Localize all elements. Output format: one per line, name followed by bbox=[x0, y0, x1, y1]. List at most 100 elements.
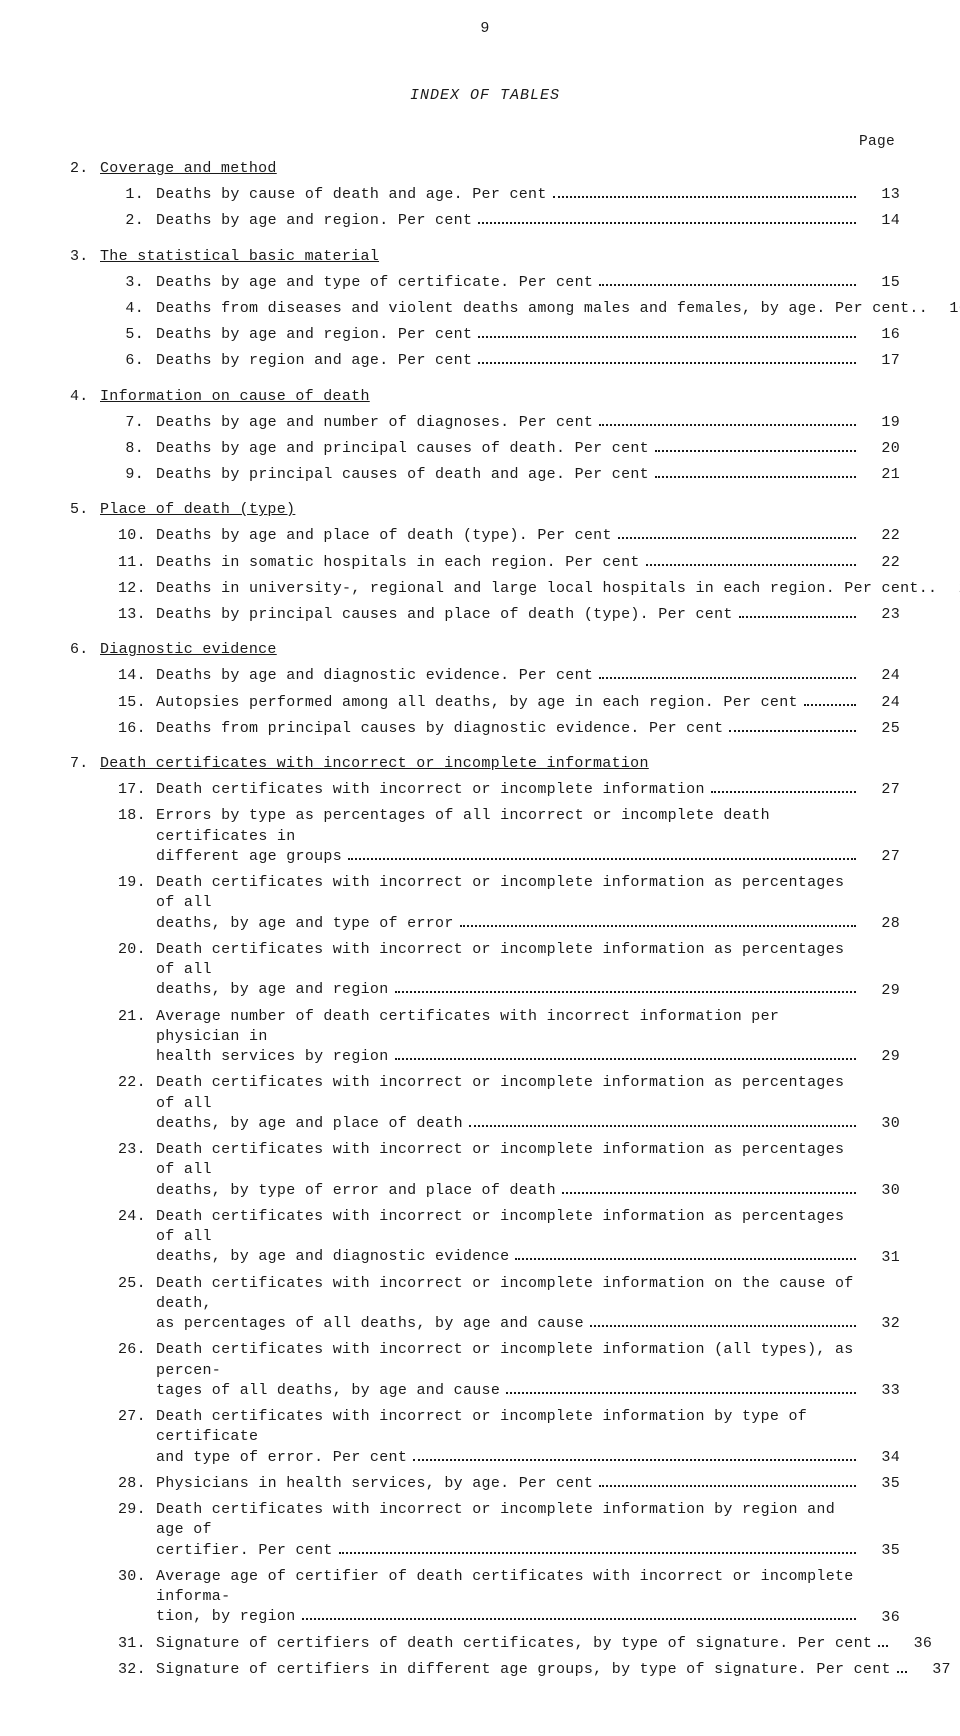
section: 3.The statistical basic material3.Deaths… bbox=[70, 248, 900, 372]
entry-page-number: 27 bbox=[860, 848, 900, 865]
entry-number: 10. bbox=[118, 527, 156, 544]
entry-text-container: Death certificates with incorrect or inc… bbox=[156, 1207, 860, 1268]
entry-number: 26. bbox=[118, 1341, 156, 1358]
table-entry: 19.Death certificates with incorrect or … bbox=[70, 873, 900, 934]
entry-text: Deaths by age and region. Per cent bbox=[156, 325, 860, 345]
entry-page-number: 35 bbox=[860, 1542, 900, 1559]
entry-number: 15. bbox=[118, 694, 156, 711]
section-number: 3. bbox=[70, 248, 100, 265]
entry-page-number: 30 bbox=[860, 1115, 900, 1132]
entry-number: 7. bbox=[118, 414, 156, 431]
section-header: 7.Death certificates with incorrect or i… bbox=[70, 755, 900, 772]
entry-text: Signature of certifiers of death certifi… bbox=[156, 1634, 892, 1654]
entry-page-number: 14 bbox=[860, 212, 900, 229]
entry-text-container: Deaths by age and region. Per cent bbox=[156, 325, 860, 345]
entry-number: 2. bbox=[118, 212, 156, 229]
page-column-header: Page bbox=[70, 134, 900, 150]
entry-text-container: Death certificates with incorrect or inc… bbox=[156, 780, 860, 800]
leader-dots bbox=[618, 537, 856, 539]
table-entry: 32.Signature of certifiers in different … bbox=[70, 1660, 900, 1680]
entry-number: 4. bbox=[118, 300, 156, 317]
entry-number: 23. bbox=[118, 1141, 156, 1158]
entry-text: Death certificates with incorrect or inc… bbox=[156, 873, 860, 934]
entry-number: 6. bbox=[118, 352, 156, 369]
entry-text-container: Death certificates with incorrect or inc… bbox=[156, 940, 860, 1001]
entry-number: 18. bbox=[118, 807, 156, 824]
entry-text: Deaths by age and type of certificate. P… bbox=[156, 273, 860, 293]
entry-number: 17. bbox=[118, 781, 156, 798]
table-entry: 23.Death certificates with incorrect or … bbox=[70, 1140, 900, 1201]
entry-text: Deaths by principal causes of death and … bbox=[156, 465, 860, 485]
entry-number: 3. bbox=[118, 274, 156, 291]
entry-page-number: 29 bbox=[860, 982, 900, 999]
entry-text: Physicians in health services, by age. P… bbox=[156, 1474, 860, 1494]
table-entry: 14.Deaths by age and diagnostic evidence… bbox=[70, 666, 900, 686]
table-entry: 28.Physicians in health services, by age… bbox=[70, 1474, 900, 1494]
table-entry: 1.Deaths by cause of death and age. Per … bbox=[70, 185, 900, 205]
leader-dots bbox=[655, 450, 856, 452]
entry-text: Average age of certifier of death certif… bbox=[156, 1567, 860, 1628]
table-entry: 6.Deaths by region and age. Per cent17 bbox=[70, 351, 900, 371]
entry-page-number: 32 bbox=[860, 1315, 900, 1332]
entry-page-number: 24 bbox=[860, 694, 900, 711]
table-entry: 25.Death certificates with incorrect or … bbox=[70, 1274, 900, 1335]
section-header: 6.Diagnostic evidence bbox=[70, 641, 900, 658]
section-header: 3.The statistical basic material bbox=[70, 248, 900, 265]
leader-dots bbox=[599, 284, 856, 286]
table-entry: 18.Errors by type as percentages of all … bbox=[70, 806, 900, 867]
entry-page-number: 33 bbox=[860, 1382, 900, 1399]
entry-text: Death certificates with incorrect or inc… bbox=[156, 940, 860, 1001]
entry-text: Death certificates with incorrect or inc… bbox=[156, 1500, 860, 1561]
entry-text-container: Deaths by age and number of diagnoses. P… bbox=[156, 413, 860, 433]
entry-text: Deaths by region and age. Per cent bbox=[156, 351, 860, 371]
entry-page-number: 21 bbox=[860, 466, 900, 483]
entry-text: Deaths by principal causes and place of … bbox=[156, 605, 860, 625]
leader-dots bbox=[460, 925, 856, 927]
table-entry: 9.Deaths by principal causes of death an… bbox=[70, 465, 900, 485]
entry-text-container: Deaths from diseases and violent deaths … bbox=[156, 299, 928, 319]
entry-page-number: 22 bbox=[860, 554, 900, 571]
entry-page-number: 30 bbox=[860, 1182, 900, 1199]
entry-text-container: Signature of certifiers in different age… bbox=[156, 1660, 911, 1680]
table-entry: 4.Deaths from diseases and violent death… bbox=[70, 299, 900, 319]
entry-text-container: Death certificates with incorrect or inc… bbox=[156, 1500, 860, 1561]
entry-text: Errors by type as percentages of all inc… bbox=[156, 806, 860, 867]
entry-page-number: 16 bbox=[928, 300, 960, 317]
section-header: 2.Coverage and method bbox=[70, 160, 900, 177]
table-entry: 27.Death certificates with incorrect or … bbox=[70, 1407, 900, 1468]
entry-text-container: Average number of death certificates wit… bbox=[156, 1007, 860, 1068]
leader-dots bbox=[599, 677, 856, 679]
section-title: The statistical basic material bbox=[100, 248, 379, 265]
leader-dots bbox=[478, 336, 856, 338]
table-entry: 29.Death certificates with incorrect or … bbox=[70, 1500, 900, 1561]
table-entry: 7.Deaths by age and number of diagnoses.… bbox=[70, 413, 900, 433]
document-title: INDEX OF TABLES bbox=[70, 87, 900, 104]
entry-number: 16. bbox=[118, 720, 156, 737]
leader-dots bbox=[599, 1485, 856, 1487]
entry-text-container: Death certificates with incorrect or inc… bbox=[156, 1407, 860, 1468]
table-entry: 5.Deaths by age and region. Per cent16 bbox=[70, 325, 900, 345]
leader-dots bbox=[469, 1125, 856, 1127]
entry-page-number: 15 bbox=[860, 274, 900, 291]
entry-text: Deaths in university-, regional and larg… bbox=[156, 579, 937, 599]
entry-number: 31. bbox=[118, 1635, 156, 1652]
section: 2.Coverage and method 1.Deaths by cause o… bbox=[70, 160, 900, 232]
table-entry: 20.Death certificates with incorrect or … bbox=[70, 940, 900, 1001]
table-entry: 10.Deaths by age and place of death (typ… bbox=[70, 526, 900, 546]
section-title: Diagnostic evidence bbox=[100, 641, 277, 658]
table-entry: 15.Autopsies performed among all deaths,… bbox=[70, 693, 900, 713]
table-entry: 26.Death certificates with incorrect or … bbox=[70, 1340, 900, 1401]
leader-dots bbox=[413, 1459, 856, 1461]
section-number: 5. bbox=[70, 501, 100, 518]
entry-text-container: Death certificates with incorrect or inc… bbox=[156, 873, 860, 934]
entry-number: 21. bbox=[118, 1008, 156, 1025]
entry-number: 25. bbox=[118, 1275, 156, 1292]
entry-page-number: 17 bbox=[860, 352, 900, 369]
entry-page-number: 13 bbox=[860, 186, 900, 203]
entry-number: 28. bbox=[118, 1475, 156, 1492]
entry-text: Deaths in somatic hospitals in each regi… bbox=[156, 553, 860, 573]
table-entry: 13.Deaths by principal causes and place … bbox=[70, 605, 900, 625]
entry-number: 30. bbox=[118, 1568, 156, 1585]
entry-text-container: Death certificates with incorrect or inc… bbox=[156, 1140, 860, 1201]
table-entry: 2.Deaths by age and region. Per cent14 bbox=[70, 211, 900, 231]
